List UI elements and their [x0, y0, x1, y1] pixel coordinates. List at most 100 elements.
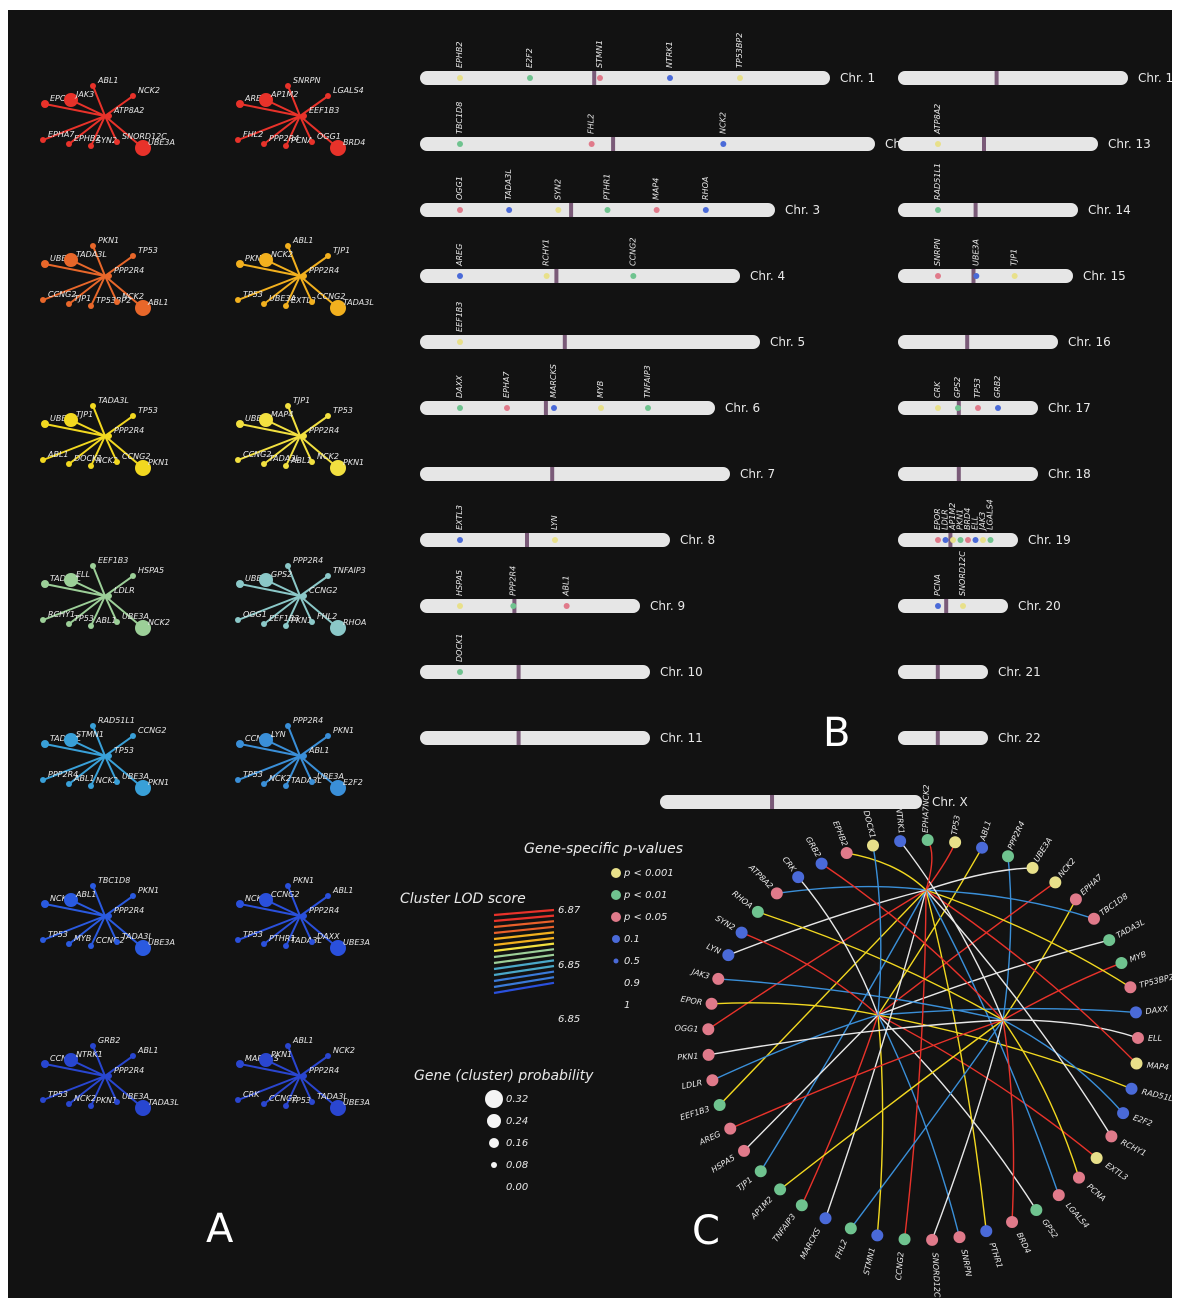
network-node-label: LGALS4 [1064, 1201, 1091, 1230]
gene-label: FHL2 [587, 114, 596, 134]
tree-node-label: ABL1 [137, 1046, 159, 1055]
tree-node-label: UBE3A [122, 772, 149, 781]
tree-node [330, 140, 346, 156]
tree-node [325, 253, 331, 259]
network-node: PCNA [1072, 1171, 1108, 1203]
tree-node-label: EEF1B3 [269, 614, 299, 623]
tree-node-label: UBE3A [245, 414, 272, 423]
tree-node [309, 779, 315, 785]
tree-node-label: EEF1B3 [98, 556, 128, 565]
tree-13: CCNG2NTRK1GRB2ABL1PPP2R4TP53NCK2PKN1UBE3… [40, 1036, 179, 1116]
tree-node [135, 940, 151, 956]
gene-label: TP53 [973, 378, 982, 398]
tree-node [40, 937, 46, 943]
tree-node-label: LDLR [114, 586, 135, 595]
gene-label: ATP8A2 [933, 104, 942, 135]
tree-node-label: FHL2 [243, 130, 263, 139]
tree-node-label: PKN1 [98, 236, 119, 245]
tree-node [301, 753, 307, 759]
network-node-label: SNRPN [959, 1249, 973, 1278]
tree-node [106, 113, 112, 119]
tree-node [235, 457, 241, 463]
chromosome: Chr. 17 CRK GPS2 TP53 GRB2 [898, 376, 1091, 415]
network-node: MARCKS [798, 1212, 832, 1261]
tree-node-label: TNFAIP3 [333, 566, 366, 575]
tree-node-label: ABL1 [97, 76, 119, 85]
tree-node [41, 900, 49, 908]
network-node-label: TP53 [950, 815, 962, 836]
chromosome: Chr. 22 [898, 731, 1041, 745]
tree-node-label: TADA3L [343, 298, 374, 307]
tree-node [236, 1060, 244, 1068]
tree-node-label: NCK2 [50, 894, 72, 903]
tree-node [90, 243, 96, 249]
gene-label: MARCKS [549, 364, 558, 398]
chromosome: Chr. 6 DAXX EPHA7 MARCKS MYB TNFAIP3 [420, 364, 760, 415]
gene-label: PTHR1 [603, 174, 612, 200]
tree-node [235, 937, 241, 943]
gene-label: EPHA7 [502, 371, 511, 398]
tree-node [259, 893, 273, 907]
chromosome: Chr. 2TBC1D8FHL2NCK2 [420, 102, 920, 151]
network-node: EPHA7 [1069, 872, 1105, 906]
tree-node [236, 900, 244, 908]
chromosome-label: Chr. 5 [770, 335, 805, 349]
tree-node [88, 143, 94, 149]
gene-label: MAP4 [652, 178, 661, 200]
tree-node-label: ELL [76, 570, 90, 579]
probability-tick: 0.08 [506, 1160, 528, 1171]
network-node-label: TNFAIP3 [771, 1212, 798, 1244]
network-node-label: CRK [781, 855, 799, 874]
chromosome: Chr. 7 [420, 467, 775, 481]
gene-label: PKN1 [956, 509, 965, 530]
tree-node-label: CCNG2 [317, 292, 345, 301]
tree-node [325, 413, 331, 419]
network-node-label: FHL2 [833, 1238, 849, 1260]
tree-node [114, 459, 120, 465]
tree-node-label: UBE3A [343, 938, 370, 947]
tree-node-label: SNRPN [293, 76, 320, 85]
tree-node [40, 137, 46, 143]
network-node-label: DOCK1 [862, 810, 878, 840]
chromosome: Chr. 3 OGG1 TADA3L SYN2 PTHR1 MAP4 RHOA [420, 169, 820, 217]
tree-node-label: OGG1 [317, 132, 341, 141]
network-node-label: TBC1D8 [1098, 892, 1130, 918]
tree-node-label: PPP2R4 [114, 906, 144, 915]
gene-label: RHOA [701, 177, 710, 200]
tree-node-label: PKN1 [148, 458, 169, 467]
tree-node [66, 781, 72, 787]
tree-node-label: EPHB2 [74, 134, 100, 143]
tree-node-label: CRK [243, 1090, 260, 1099]
gene-label: SNRPN [933, 239, 942, 266]
tree-node [259, 573, 273, 587]
chromosome-label: Chr. 16 [1068, 335, 1111, 349]
network-node: TNFAIP3 [771, 1199, 808, 1244]
tree-node-label: ABL1 [292, 1036, 314, 1045]
tree-node-label: PKN1 [271, 1050, 292, 1059]
tree-node [330, 780, 346, 796]
tree-node-label: GPS2 [271, 570, 292, 579]
tree-node [106, 753, 112, 759]
tree-node [40, 457, 46, 463]
chromosome-label: Chr. 11 [660, 731, 703, 745]
tree-node-label: UBE3A [50, 414, 77, 423]
network-node-label: EPHA7 [1079, 872, 1105, 897]
lod-tick: 6.87 [558, 905, 581, 916]
network-node: ABL1 [976, 819, 993, 854]
tree-node [130, 413, 136, 419]
network-node: GPS2 [1030, 1203, 1059, 1240]
tree-node-label: NCK2 [271, 250, 293, 259]
tree-node [135, 300, 151, 316]
network-node: SNORD12C [926, 1233, 942, 1298]
tree-2: AREG AP1M2 SNRPN LGALS4 EEF1B3 FHL2 PPP2R4PCNA… [235, 76, 365, 156]
gene-label: JAK3 [978, 512, 987, 532]
panel-c-label: C [692, 1208, 720, 1254]
network-node: TP53 [949, 815, 962, 849]
tree-node [301, 593, 307, 599]
network-node: BRD4 [1006, 1216, 1033, 1255]
tree-node [41, 1060, 49, 1068]
tree-node [88, 943, 94, 949]
